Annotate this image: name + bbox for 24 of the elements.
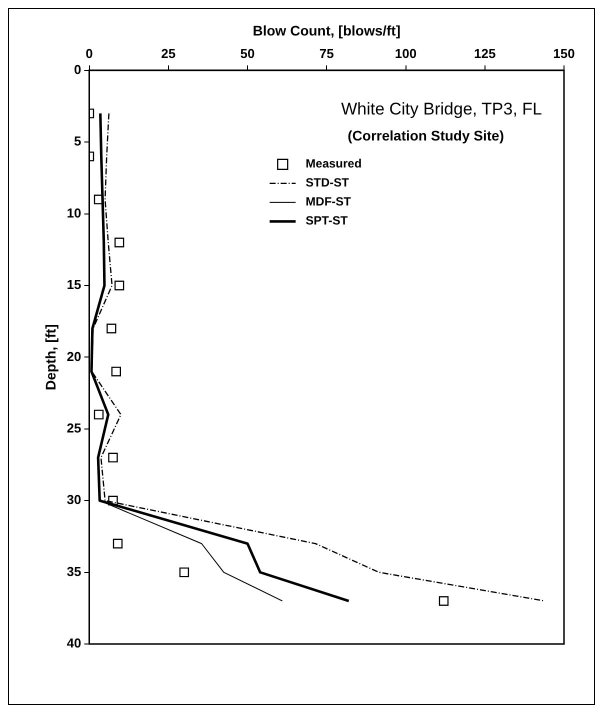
legend-label: STD-ST (306, 176, 350, 190)
y-tick-label: 30 (66, 492, 82, 508)
legend-label: Measured (306, 156, 362, 171)
x-tick-label: 150 (553, 46, 575, 62)
y-tick-label: 20 (66, 348, 82, 364)
y-tick-label: 35 (66, 564, 82, 579)
text: (Correlation Study Site) (348, 127, 504, 144)
x-axis-title: Blow Count, [blows/ft] (252, 22, 401, 38)
y-axis-title: Depth, [ft] (42, 324, 58, 390)
y-tick-label: 5 (74, 134, 82, 149)
text: White City Bridge, TP3, FL (341, 99, 542, 118)
y-tick-label: 15 (66, 277, 82, 292)
legend-label: SPT-ST (306, 214, 348, 228)
y-tick-label: 0 (74, 62, 82, 77)
x-tick-label: 25 (161, 46, 176, 62)
x-tick-label: 50 (240, 46, 255, 62)
x-tick-label: 75 (319, 46, 334, 62)
x-tick-label: 100 (394, 46, 417, 62)
x-tick-label: 0 (86, 46, 93, 62)
legend-label: MDF-ST (306, 194, 352, 209)
y-tick-label: 40 (66, 636, 82, 651)
x-tick-label: 125 (474, 46, 496, 62)
y-tick-label: 10 (66, 205, 82, 220)
y-tick-label: 25 (66, 420, 82, 436)
